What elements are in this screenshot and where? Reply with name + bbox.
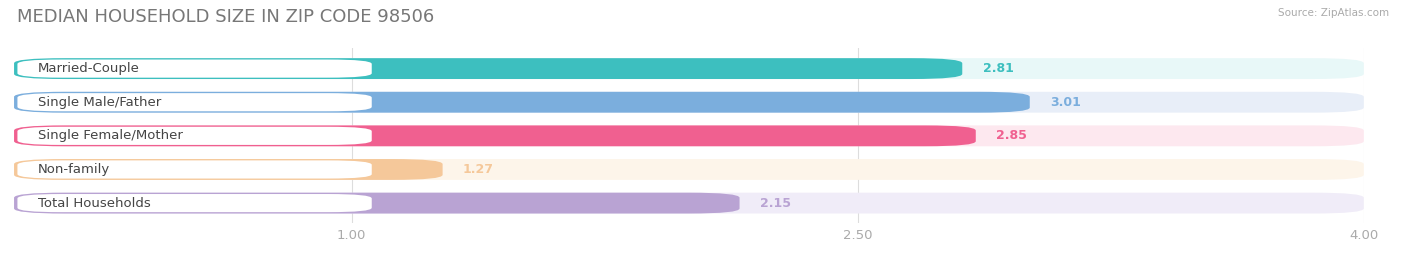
- FancyBboxPatch shape: [14, 125, 976, 146]
- Text: 2.81: 2.81: [983, 62, 1014, 75]
- FancyBboxPatch shape: [17, 194, 371, 212]
- Text: Source: ZipAtlas.com: Source: ZipAtlas.com: [1278, 8, 1389, 18]
- FancyBboxPatch shape: [17, 160, 371, 179]
- Text: 3.01: 3.01: [1050, 96, 1081, 109]
- FancyBboxPatch shape: [14, 58, 962, 79]
- Text: Total Households: Total Households: [38, 197, 150, 210]
- Text: 2.85: 2.85: [995, 129, 1026, 142]
- FancyBboxPatch shape: [14, 58, 1364, 79]
- FancyBboxPatch shape: [17, 127, 371, 145]
- Text: 2.15: 2.15: [759, 197, 790, 210]
- Text: Single Female/Mother: Single Female/Mother: [38, 129, 183, 142]
- FancyBboxPatch shape: [14, 125, 1364, 146]
- FancyBboxPatch shape: [14, 193, 740, 214]
- Text: Non-family: Non-family: [38, 163, 110, 176]
- FancyBboxPatch shape: [17, 93, 371, 111]
- Text: MEDIAN HOUSEHOLD SIZE IN ZIP CODE 98506: MEDIAN HOUSEHOLD SIZE IN ZIP CODE 98506: [17, 8, 434, 26]
- Text: Married-Couple: Married-Couple: [38, 62, 139, 75]
- Text: Single Male/Father: Single Male/Father: [38, 96, 160, 109]
- FancyBboxPatch shape: [14, 193, 1364, 214]
- FancyBboxPatch shape: [14, 159, 1364, 180]
- FancyBboxPatch shape: [14, 92, 1029, 113]
- FancyBboxPatch shape: [14, 159, 443, 180]
- Text: 1.27: 1.27: [463, 163, 494, 176]
- FancyBboxPatch shape: [14, 92, 1364, 113]
- FancyBboxPatch shape: [17, 59, 371, 78]
